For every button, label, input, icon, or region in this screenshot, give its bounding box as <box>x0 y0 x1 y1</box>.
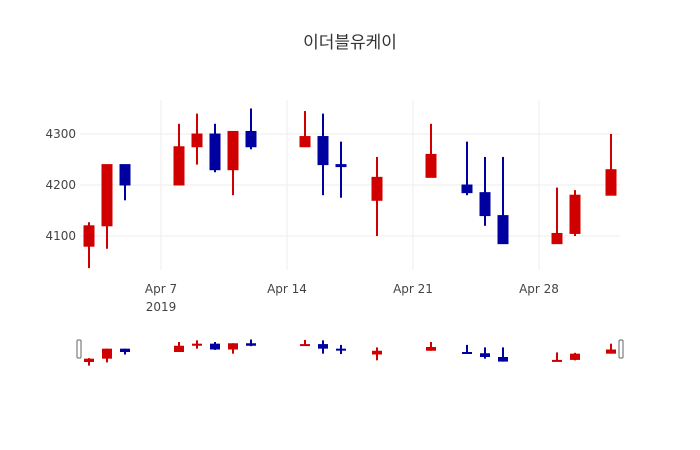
x-tick-label: 2019 <box>146 300 177 314</box>
candle[interactable] <box>425 123 437 178</box>
range-slider[interactable] <box>76 339 624 366</box>
mini-candle-body <box>228 343 238 350</box>
candle[interactable] <box>83 222 95 269</box>
mini-candle-body <box>480 353 490 357</box>
range-slider-right-handle[interactable] <box>618 339 624 359</box>
mini-candle-body <box>84 358 94 362</box>
x-tick-label: Apr 14 <box>267 282 307 296</box>
mini-candle-body <box>174 345 184 352</box>
x-tick-label: Apr 21 <box>393 282 433 296</box>
candle[interactable] <box>497 156 509 245</box>
candle[interactable] <box>317 113 329 196</box>
x-tick-label: Apr 7 <box>145 282 177 296</box>
candle[interactable] <box>551 187 563 245</box>
candle[interactable] <box>101 164 113 249</box>
candle[interactable] <box>209 123 221 173</box>
candle[interactable] <box>479 156 491 226</box>
candle[interactable] <box>371 156 383 236</box>
candle[interactable] <box>605 134 617 196</box>
mini-candle-body <box>120 348 130 352</box>
gridlines <box>80 100 620 270</box>
candle[interactable] <box>227 130 239 196</box>
y-tick-label: 4100 <box>45 229 76 243</box>
candlestick-series[interactable] <box>83 108 617 269</box>
mini-candle-body <box>462 352 472 354</box>
range-slider-left-handle[interactable] <box>76 339 82 359</box>
candle[interactable] <box>245 108 257 150</box>
mini-candle-body <box>426 347 436 351</box>
mini-candle-body <box>102 348 112 359</box>
mini-candle-body <box>570 353 580 360</box>
chart-title: 이더블유케이 <box>303 33 397 53</box>
candle[interactable] <box>173 123 185 186</box>
mini-candle-body <box>372 350 382 355</box>
mini-candle-body <box>498 357 508 362</box>
y-tick-label: 4300 <box>45 127 76 141</box>
mini-candle-body <box>318 344 328 349</box>
x-tick-label: Apr 28 <box>519 282 559 296</box>
mini-candle-body <box>192 343 202 346</box>
y-tick-label: 4200 <box>45 178 76 192</box>
candle[interactable] <box>461 141 473 196</box>
candle[interactable] <box>335 141 347 198</box>
mini-candle-body <box>210 343 220 350</box>
mini-candle-body <box>606 349 616 354</box>
y-axis: 4100 4200 4300 <box>45 127 76 243</box>
mini-candle-body <box>336 348 346 351</box>
candle[interactable] <box>299 111 311 148</box>
candle[interactable] <box>191 113 203 165</box>
mini-candle-body <box>300 344 310 347</box>
candle[interactable] <box>119 164 131 201</box>
x-axis: Apr 7 2019 Apr 14 Apr 21 Apr 28 <box>145 282 559 314</box>
candle[interactable] <box>569 190 581 236</box>
mini-candle-body <box>246 343 256 346</box>
mini-candle-body <box>552 359 562 362</box>
